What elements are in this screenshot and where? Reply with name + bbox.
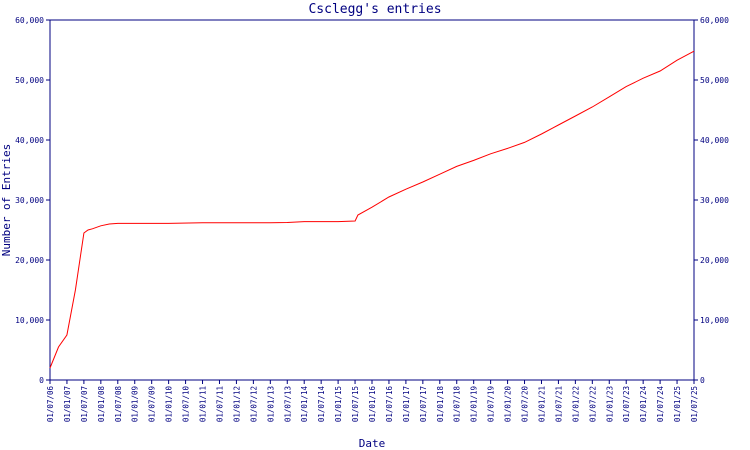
x-axis: 01/07/06 01/01/07 01/07/07 01/01/08 01/07/08… <box>46 380 699 422</box>
x-tick-label: 01/01/24 <box>639 386 648 423</box>
x-tick-label: 01/01/07 <box>63 386 72 422</box>
y-tick-label-right: 60,000 <box>700 16 729 25</box>
x-tick-label: 01/01/23 <box>605 386 614 422</box>
x-tick-label: 01/07/14 <box>317 386 326 423</box>
x-tick-label: 01/07/17 <box>419 386 428 422</box>
x-tick-label: 01/01/20 <box>504 386 513 423</box>
x-tick-label: 01/01/25 <box>673 386 682 422</box>
x-tick-label: 01/01/15 <box>334 386 343 422</box>
series-group <box>49 50 695 369</box>
x-tick-label: 01/07/13 <box>283 386 292 422</box>
plot-frame <box>49 19 695 381</box>
x-tick-label: 01/07/11 <box>215 386 224 422</box>
y-tick-label-left: 50,000 <box>15 76 44 85</box>
x-tick-label: 01/07/24 <box>656 386 665 423</box>
x-axis-label: Date <box>359 437 386 450</box>
x-tick-label: 01/01/14 <box>300 386 309 423</box>
x-tick-label: 01/01/13 <box>266 386 275 422</box>
x-tick-label: 01/07/12 <box>249 386 258 422</box>
y-tick-label-right: 40,000 <box>700 136 729 145</box>
x-tick-label: 01/07/15 <box>351 386 360 422</box>
x-tick-label: 01/07/21 <box>554 386 563 422</box>
y-axis: 0 0 10,000 10,000 20,000 20,000 30,000 30,000 40… <box>15 16 729 385</box>
x-tick-label: 01/07/18 <box>453 386 462 423</box>
x-tick-label: 01/07/08 <box>114 386 123 423</box>
x-tick-label: 01/07/06 <box>46 386 55 423</box>
x-tick-label: 01/01/22 <box>571 386 580 422</box>
x-tick-label: 01/01/09 <box>131 386 140 422</box>
x-tick-label: 01/01/16 <box>368 386 377 423</box>
x-tick-label: 01/01/08 <box>97 386 106 423</box>
x-tick-label: 01/01/12 <box>232 386 241 422</box>
y-tick-label-left: 20,000 <box>15 256 44 265</box>
x-tick-label: 01/01/10 <box>165 386 174 423</box>
y-tick-label-left: 30,000 <box>15 196 44 205</box>
x-tick-label: 01/01/19 <box>470 386 479 422</box>
entries-series-line <box>49 50 695 369</box>
x-tick-label: 01/07/20 <box>521 386 530 423</box>
x-tick-label: 01/07/23 <box>622 386 631 422</box>
x-tick-label: 01/01/21 <box>537 386 546 422</box>
y-tick-label-left: 40,000 <box>15 136 44 145</box>
y-axis-label: Number of Entries <box>0 144 13 257</box>
x-tick-label: 01/07/07 <box>80 386 89 422</box>
y-tick-label-left: 60,000 <box>15 16 44 25</box>
chart-title: Csclegg's entries <box>308 2 441 17</box>
x-tick-label: 01/07/16 <box>385 386 394 423</box>
x-tick-label: 01/01/11 <box>199 386 208 422</box>
x-tick-label: 01/07/19 <box>487 386 496 422</box>
x-tick-label: 01/07/22 <box>588 386 597 422</box>
y-tick-label-right: 10,000 <box>700 316 729 325</box>
y-tick-label-right: 20,000 <box>700 256 729 265</box>
x-tick-label: 01/01/18 <box>436 386 445 423</box>
y-tick-label-right: 50,000 <box>700 76 729 85</box>
y-tick-label-left: 10,000 <box>15 316 44 325</box>
x-tick-label: 01/07/09 <box>148 386 157 422</box>
x-tick-label: 01/07/25 <box>690 386 699 422</box>
x-tick-label: 01/07/10 <box>182 386 191 423</box>
y-tick-label-left: 0 <box>39 376 44 385</box>
y-tick-label-right: 0 <box>700 376 705 385</box>
y-tick-label-right: 30,000 <box>700 196 729 205</box>
x-tick-label: 01/01/17 <box>402 386 411 422</box>
